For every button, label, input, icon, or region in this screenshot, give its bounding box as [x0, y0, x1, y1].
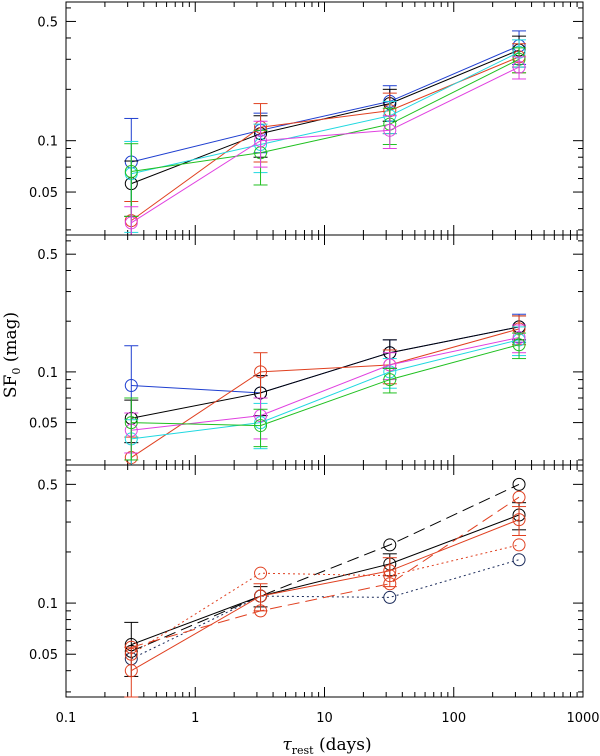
x-axis-title: τrest (days): [282, 735, 371, 756]
data-point: [124, 164, 138, 178]
series-blue: [124, 30, 527, 236]
panels: 0.05 0.1 0.5 0.05 0.1 0.5 0.05 0.1 0.5: [29, 1, 584, 698]
data-point: [512, 490, 526, 504]
y-tick-label: 0.5: [37, 248, 58, 263]
series-green: [124, 332, 527, 461]
data-point: [254, 589, 268, 603]
series-black-solid: [124, 502, 527, 677]
series-line: [131, 45, 520, 163]
data-point: [512, 553, 526, 567]
y-tick-label: 0.1: [37, 135, 58, 150]
y-tick-label: 0.1: [37, 366, 58, 381]
data-point: [512, 538, 526, 552]
series-red-dotted: [124, 538, 526, 661]
series-black-dotted: [124, 553, 526, 666]
series-line: [131, 344, 520, 427]
data-point: [512, 60, 526, 74]
data-point: [383, 590, 397, 604]
series-line: [131, 58, 520, 172]
y-tick-label: 0.05: [29, 186, 58, 201]
data-point: [383, 577, 397, 591]
data-point: [124, 216, 138, 230]
panel-1: 0.05 0.1 0.5: [29, 1, 584, 236]
y-axis-title: SF0 (mag): [1, 312, 23, 398]
series-line: [131, 519, 520, 672]
data-point: [383, 373, 397, 387]
data-point: [124, 640, 138, 654]
series-line: [131, 514, 520, 646]
x-tick-label: 100: [441, 711, 466, 726]
data-point: [254, 566, 268, 580]
data-point: [512, 338, 526, 352]
data-point: [124, 647, 138, 661]
data-point: [512, 513, 526, 527]
x-tick-label: 10: [316, 711, 333, 726]
series-line: [131, 328, 520, 459]
x-tick-labels: 0.1 1 10 100 1000: [56, 711, 600, 726]
series-line: [131, 496, 520, 648]
series-black-dashed: [124, 477, 526, 658]
series-red-dashed: [124, 490, 526, 654]
panel-frame: [65, 234, 584, 466]
x-tick-label: 0.1: [56, 711, 77, 726]
data-point: [254, 604, 268, 618]
data-point: [124, 664, 138, 678]
x-tick-label: 1000: [566, 711, 599, 726]
series-line: [131, 49, 520, 185]
series-blue: [124, 313, 527, 466]
data-point: [254, 419, 268, 433]
series-line: [131, 559, 520, 660]
data-point: [254, 134, 268, 148]
y-tick-label: 0.05: [29, 648, 58, 663]
data-point: [254, 365, 268, 379]
data-point: [124, 379, 138, 393]
panel-frame: [65, 464, 584, 698]
data-point: [383, 123, 397, 137]
x-tick-label: 1: [191, 711, 199, 726]
data-point: [124, 416, 138, 430]
y-tick-label: 0.05: [29, 417, 58, 432]
series-cyan: [124, 326, 527, 466]
data-point: [512, 477, 526, 491]
y-tick-label: 0.1: [37, 597, 58, 612]
y-tick-label: 0.5: [37, 478, 58, 493]
series-line: [131, 337, 520, 431]
data-point: [383, 569, 397, 583]
series-line: [131, 51, 520, 175]
series-line: [131, 339, 520, 440]
series-line: [131, 544, 520, 655]
series-line: [131, 326, 520, 419]
series-magenta: [124, 56, 527, 236]
series-line: [131, 483, 520, 652]
series-green: [124, 47, 527, 217]
y-tick-label: 0.5: [37, 15, 58, 30]
series-line: [131, 66, 520, 224]
panel-3: 0.05 0.1 0.5: [29, 464, 584, 698]
data-point: [383, 564, 397, 578]
panel-2: 0.05 0.1 0.5: [29, 234, 584, 466]
data-point: [383, 538, 397, 552]
